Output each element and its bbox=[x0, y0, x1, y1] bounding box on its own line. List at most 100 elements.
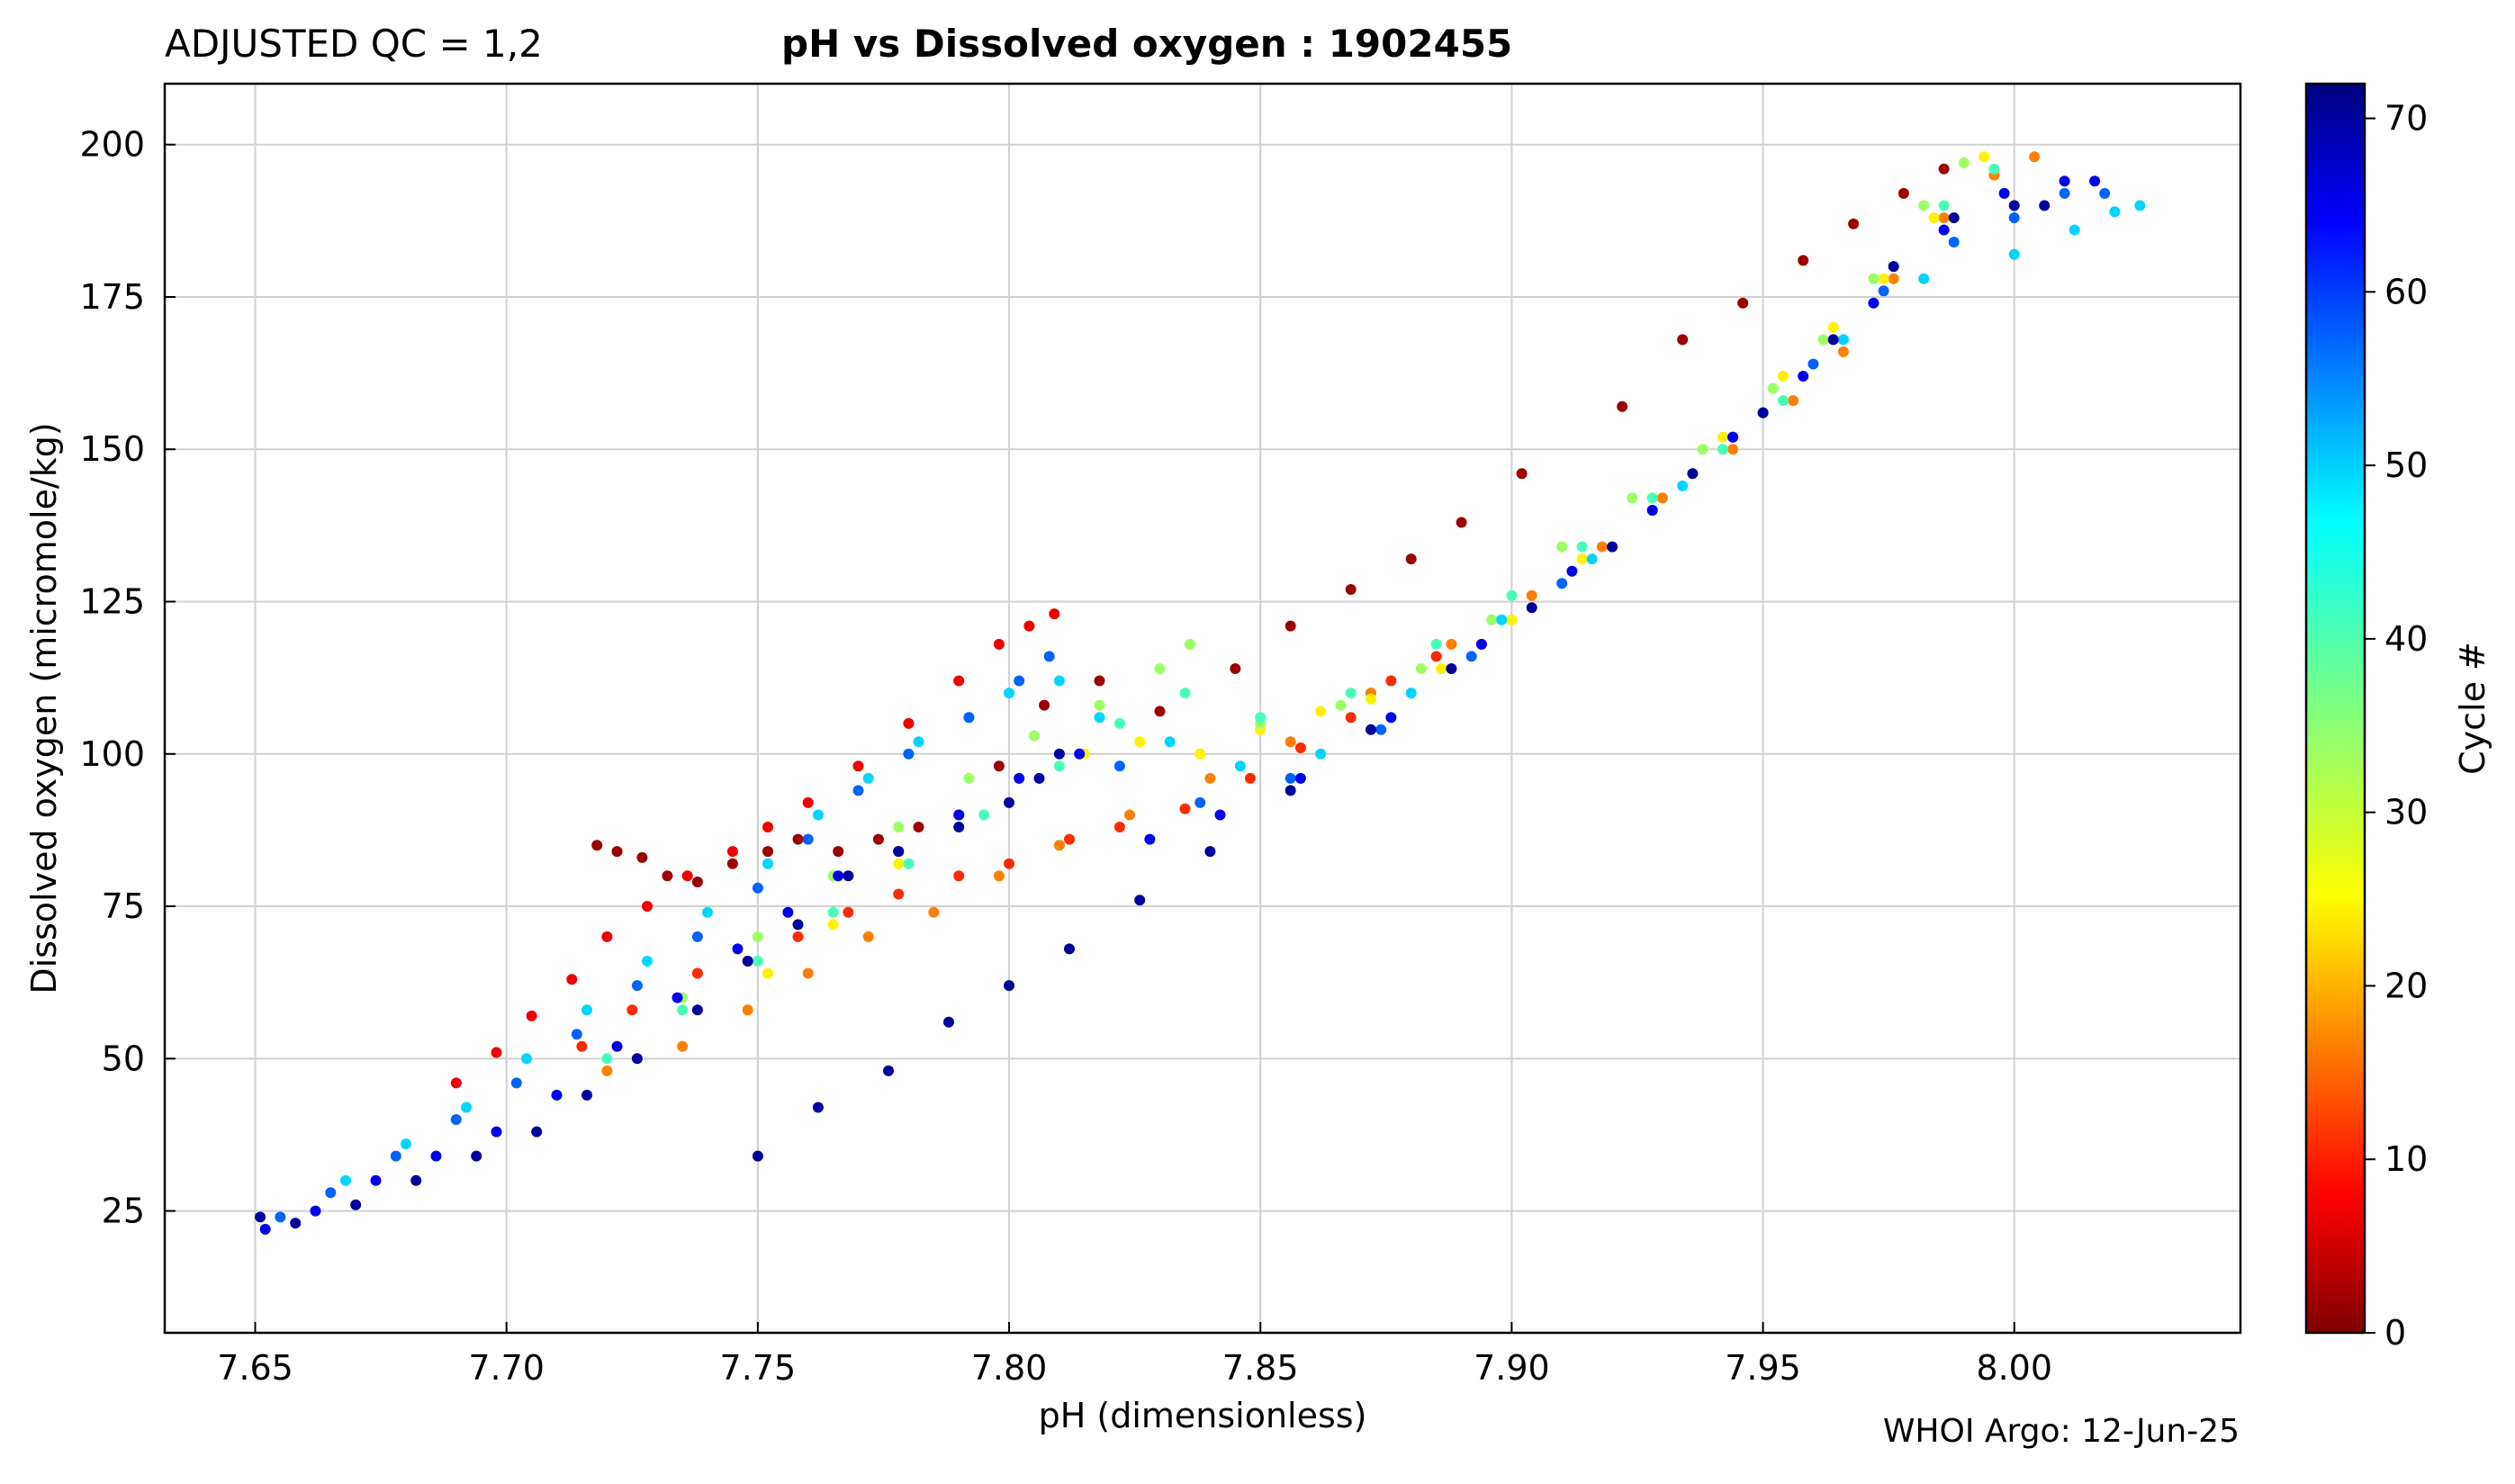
data-point bbox=[963, 772, 975, 784]
data-point bbox=[691, 931, 703, 942]
data-point bbox=[1777, 395, 1789, 407]
data-point bbox=[461, 1102, 472, 1113]
x-tick-label: 7.65 bbox=[217, 1348, 293, 1388]
data-point bbox=[1124, 809, 1135, 821]
y-axis: 25 50 75 100 125 150 175 200 bbox=[79, 125, 176, 1231]
data-point bbox=[1837, 334, 1849, 346]
data-point bbox=[531, 1126, 543, 1138]
data-point bbox=[1179, 803, 1191, 814]
data-point bbox=[581, 1004, 592, 1016]
data-point bbox=[566, 974, 578, 985]
colorbar-tick-label: 0 bbox=[2384, 1313, 2406, 1353]
data-point bbox=[1958, 157, 1970, 168]
data-point bbox=[1938, 163, 1950, 175]
data-point bbox=[913, 736, 924, 748]
data-point bbox=[325, 1187, 337, 1199]
data-point bbox=[1234, 760, 1246, 772]
data-point bbox=[1134, 895, 1146, 906]
data-point bbox=[2134, 200, 2146, 211]
data-point bbox=[1717, 444, 1728, 455]
data-point bbox=[1817, 334, 1829, 346]
data-point bbox=[1677, 334, 1689, 346]
data-point bbox=[1436, 663, 1447, 674]
data-point bbox=[631, 1053, 643, 1065]
data-point bbox=[1294, 742, 1306, 753]
data-point bbox=[1053, 675, 1065, 687]
data-point bbox=[275, 1211, 286, 1223]
data-point bbox=[1757, 407, 1769, 418]
data-point bbox=[1848, 218, 1860, 229]
data-point bbox=[1366, 693, 1376, 705]
y-tick-label: 75 bbox=[102, 886, 145, 926]
data-point bbox=[752, 882, 763, 894]
data-point bbox=[430, 1150, 442, 1162]
data-point bbox=[1285, 785, 1296, 796]
data-point bbox=[450, 1077, 462, 1089]
colorbar-tick-label: 30 bbox=[2384, 793, 2428, 832]
data-point bbox=[726, 846, 738, 858]
data-point bbox=[1827, 334, 1839, 346]
data-point bbox=[1988, 163, 2000, 175]
data-point bbox=[792, 833, 804, 845]
data-point bbox=[1918, 200, 1930, 211]
data-point bbox=[943, 1016, 954, 1028]
data-point bbox=[893, 888, 905, 900]
data-point bbox=[963, 712, 975, 724]
data-point bbox=[1014, 772, 1025, 784]
data-point bbox=[1113, 822, 1125, 832]
chart-title: pH vs Dissolved oxygen : 1902455 bbox=[781, 22, 1513, 66]
data-point bbox=[2039, 200, 2051, 211]
x-axis: 7.65 7.70 7.75 7.80 7.85 7.90 7.95 8.00 bbox=[217, 1322, 2052, 1388]
data-point bbox=[2008, 200, 2020, 211]
data-point bbox=[762, 822, 773, 832]
data-point bbox=[1064, 943, 1075, 955]
x-axis-label: pH (dimensionless) bbox=[1039, 1396, 1367, 1435]
data-point bbox=[662, 870, 673, 882]
colorbar bbox=[2304, 82, 2366, 1335]
data-point bbox=[1948, 212, 1960, 223]
data-point bbox=[1029, 730, 1040, 742]
data-point bbox=[1868, 273, 1879, 284]
colorbar-axis: 0 10 20 30 40 50 60 70 bbox=[2365, 99, 2428, 1353]
data-point bbox=[1094, 675, 1105, 687]
data-point bbox=[1596, 541, 1608, 553]
data-point bbox=[2089, 175, 2101, 187]
data-point bbox=[1053, 840, 1065, 851]
data-point bbox=[903, 858, 915, 869]
data-point bbox=[752, 956, 763, 967]
data-point bbox=[672, 992, 683, 1003]
data-point bbox=[1727, 444, 1739, 455]
data-point bbox=[1798, 255, 1809, 266]
data-point bbox=[1486, 614, 1498, 625]
data-point bbox=[726, 858, 738, 869]
data-point bbox=[1294, 772, 1306, 784]
data-point bbox=[752, 931, 763, 942]
data-point bbox=[1898, 187, 1909, 199]
data-point bbox=[792, 931, 804, 942]
data-point bbox=[510, 1077, 522, 1089]
x-tick-label: 7.70 bbox=[468, 1348, 545, 1388]
data-point bbox=[1777, 371, 1789, 382]
data-point bbox=[450, 1114, 462, 1125]
data-point bbox=[1566, 565, 1578, 577]
data-point bbox=[691, 1004, 703, 1016]
data-point bbox=[677, 1040, 689, 1052]
data-point bbox=[636, 851, 648, 863]
data-point bbox=[521, 1053, 532, 1065]
data-point bbox=[1043, 651, 1055, 662]
data-point bbox=[1204, 772, 1216, 784]
data-point bbox=[812, 809, 824, 821]
data-point bbox=[1938, 224, 1950, 236]
data-point bbox=[1285, 620, 1296, 632]
data-point bbox=[1064, 833, 1075, 845]
data-point bbox=[1185, 638, 1195, 650]
credit-text: WHOI Argo: 12-Jun-25 bbox=[1882, 1413, 2240, 1450]
x-tick-label: 8.00 bbox=[1976, 1348, 2052, 1388]
colorbar-tick-label: 40 bbox=[2384, 619, 2428, 659]
data-point bbox=[1446, 663, 1457, 674]
data-point bbox=[255, 1211, 266, 1223]
data-point bbox=[611, 846, 623, 858]
data-point bbox=[1888, 273, 1899, 284]
data-point bbox=[1788, 395, 1799, 407]
